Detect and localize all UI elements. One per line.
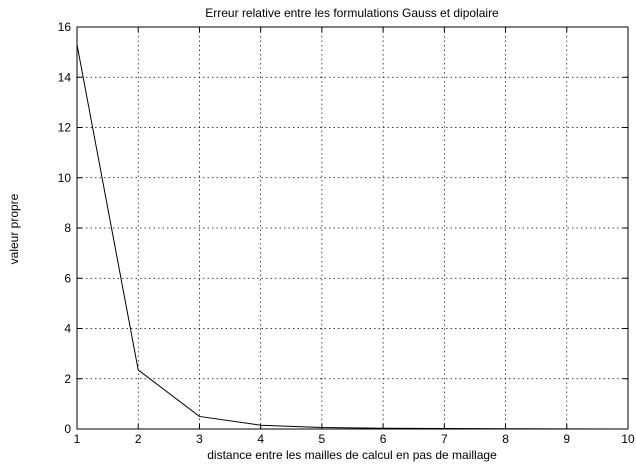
x-tick-label: 5: [319, 432, 326, 446]
x-tick-label: 3: [196, 432, 203, 446]
x-tick-label: 10: [621, 432, 635, 446]
y-tick-label: 16: [58, 20, 72, 34]
y-tick-label: 14: [58, 70, 72, 84]
y-tick-label: 0: [64, 422, 71, 436]
y-tick-label: 12: [58, 121, 72, 135]
y-tick-label: 4: [64, 322, 71, 336]
x-tick-label: 9: [563, 432, 570, 446]
y-axis-label: valeur propre: [7, 193, 21, 264]
x-tick-label: 1: [74, 432, 81, 446]
x-tick-label: 7: [441, 432, 448, 446]
y-tick-label: 6: [64, 271, 71, 285]
x-axis-label: distance entre les mailles de calcul en …: [207, 448, 497, 462]
y-tick-label: 10: [58, 171, 72, 185]
y-tick-label: 8: [64, 221, 71, 235]
x-tick-label: 6: [380, 432, 387, 446]
x-tick-label: 8: [502, 432, 509, 446]
chart-title: Erreur relative entre les formulations G…: [205, 6, 499, 20]
series-line: [76, 44, 629, 430]
y-tick-label: 2: [64, 372, 71, 386]
x-tick-label: 2: [135, 432, 142, 446]
x-tick-label: 4: [257, 432, 264, 446]
